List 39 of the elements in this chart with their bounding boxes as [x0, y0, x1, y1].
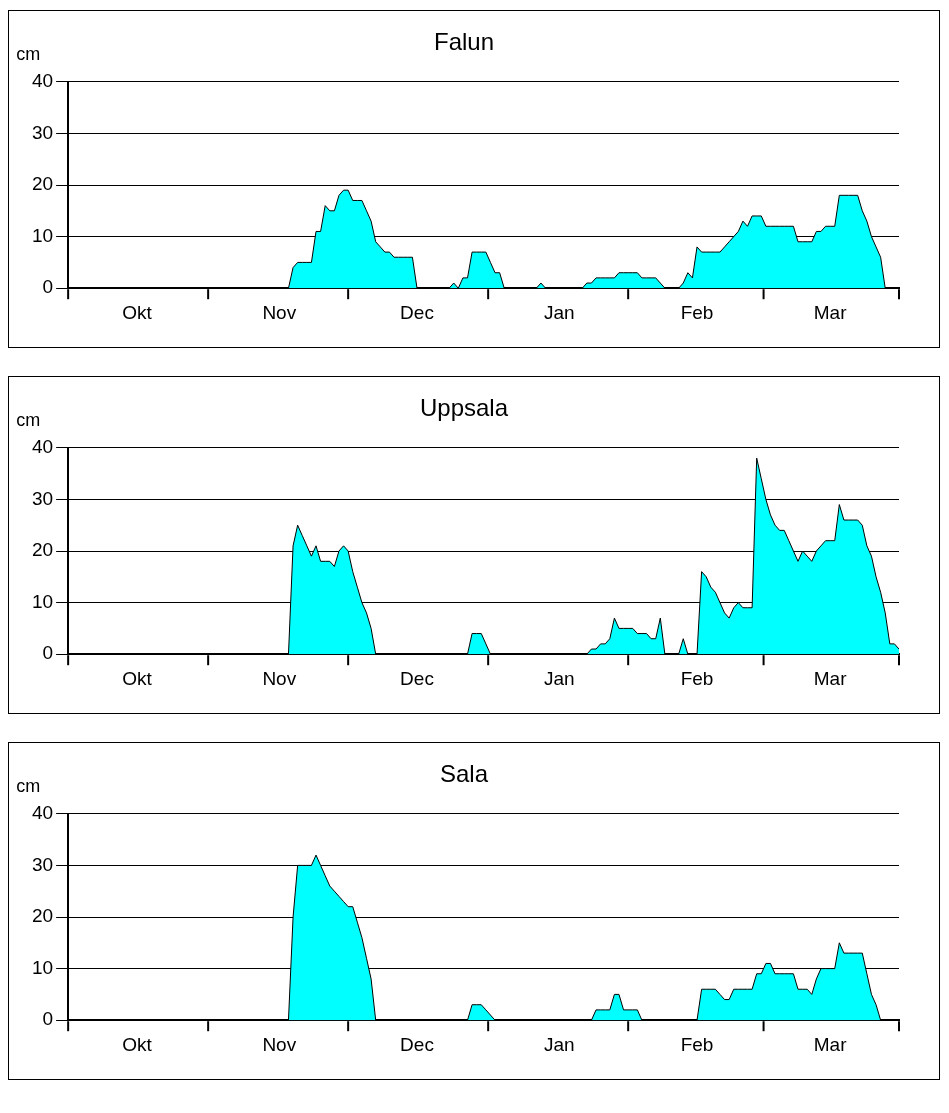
x-tick-label: Mar — [813, 301, 848, 323]
chart-title: Sala — [439, 760, 489, 788]
y-tick-label: 0 — [42, 276, 54, 298]
chart-title: Uppsala — [419, 394, 509, 422]
y-tick-label: 0 — [42, 1008, 54, 1030]
y-tick-label: 10 — [31, 224, 54, 246]
y-tick-label: 40 — [31, 802, 54, 824]
y-axis-title: cm — [16, 775, 41, 796]
chart-title: Falun — [433, 28, 495, 56]
y-tick-label: 40 — [31, 70, 54, 92]
x-tick-label: Okt — [122, 301, 153, 323]
y-tick-label: 30 — [31, 853, 54, 875]
x-tick-label: Dec — [400, 667, 434, 689]
y-tick-label: 10 — [31, 590, 54, 612]
y-axis-title: cm — [16, 43, 41, 64]
y-tick-label: 30 — [31, 487, 54, 509]
x-tick-label: Dec — [400, 1033, 434, 1055]
x-tick-label: Nov — [262, 667, 297, 689]
y-tick-label: 20 — [31, 173, 54, 195]
x-tick-label: Feb — [680, 1033, 714, 1055]
y-tick-label: 10 — [31, 956, 54, 978]
x-tick-label: Okt — [122, 1033, 153, 1055]
x-tick-label: Jan — [543, 301, 575, 323]
x-tick-label: Nov — [262, 301, 297, 323]
y-tick-label: 20 — [31, 905, 54, 927]
x-tick-label: Jan — [543, 667, 575, 689]
y-tick-label: 40 — [31, 436, 54, 458]
x-tick-label: Feb — [680, 667, 714, 689]
x-tick-label: Mar — [813, 1033, 848, 1055]
x-tick-label: Nov — [262, 1033, 297, 1055]
x-tick-label: Dec — [400, 301, 434, 323]
x-tick-label: Jan — [543, 1033, 575, 1055]
y-tick-label: 20 — [31, 539, 54, 561]
x-tick-label: Feb — [680, 301, 714, 323]
y-tick-label: 30 — [31, 121, 54, 143]
x-tick-label: Mar — [813, 667, 848, 689]
y-tick-label: 0 — [42, 642, 54, 664]
x-tick-label: Okt — [122, 667, 153, 689]
y-axis-title: cm — [16, 409, 41, 430]
